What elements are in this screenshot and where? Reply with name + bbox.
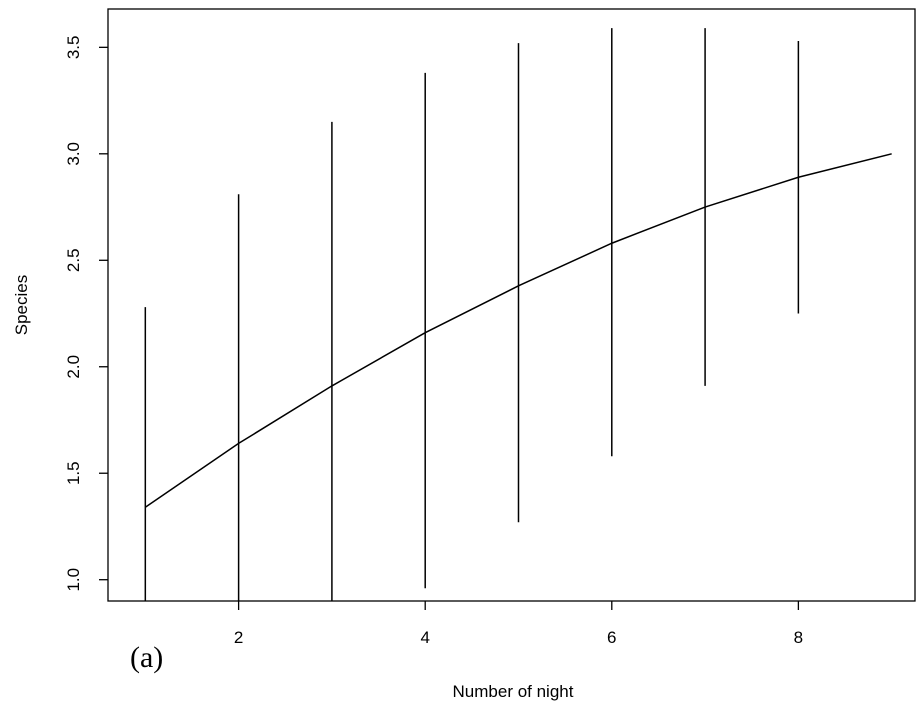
x-tick-label: 4 [420,628,429,647]
y-axis-title: Species [12,275,31,335]
y-tick-label: 2.0 [64,355,83,379]
x-axis: 2 4 6 8 [234,601,803,647]
y-tick-label: 2.5 [64,248,83,272]
plot-frame [107,8,916,602]
y-tick-label: 1.0 [64,568,83,592]
panel-label: (a) [130,641,163,674]
x-axis-title: Number of night [453,682,574,701]
y-tick-label: 1.5 [64,461,83,485]
x-tick-label: 8 [794,628,803,647]
x-tick-label: 6 [607,628,616,647]
fitted-curve [144,153,892,508]
y-axis: 1.0 1.5 2.0 2.5 3.0 3.5 [64,36,108,592]
y-tick-label: 3.5 [64,36,83,60]
y-tick-label: 3.0 [64,142,83,166]
x-tick-label: 2 [234,628,243,647]
error-bars [144,28,800,601]
